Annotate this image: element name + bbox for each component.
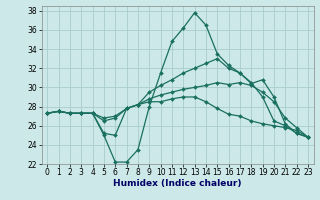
X-axis label: Humidex (Indice chaleur): Humidex (Indice chaleur) [113, 179, 242, 188]
